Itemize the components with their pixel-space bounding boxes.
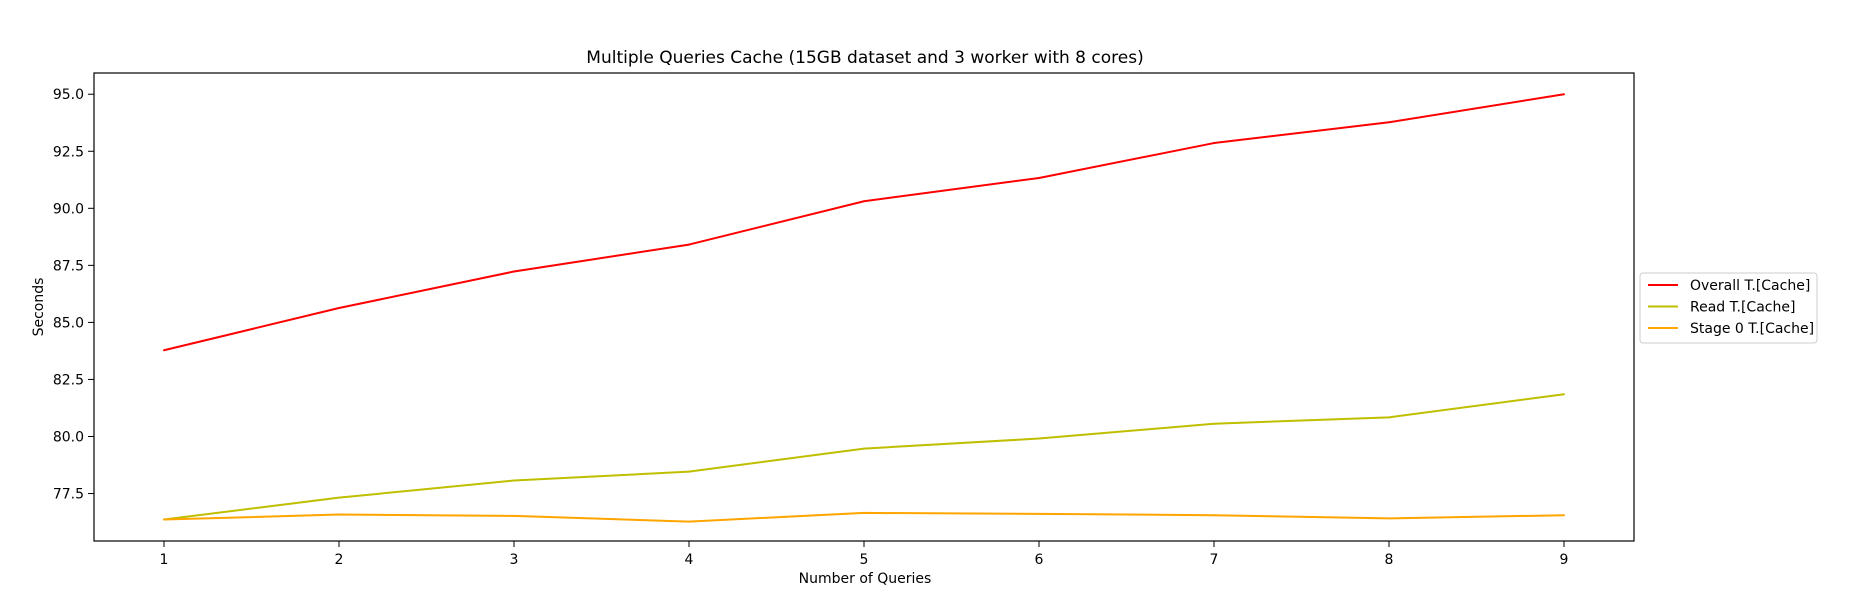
plot-area-frame (93, 72, 1635, 542)
data-point (688, 470, 690, 473)
data-point (1563, 393, 1565, 396)
data-point (513, 270, 515, 273)
y-tick-label: 87.5 (53, 258, 84, 274)
data-point (1563, 93, 1565, 96)
data-point (863, 511, 865, 514)
data-point (1388, 121, 1390, 124)
data-point (1038, 437, 1040, 440)
data-point (1038, 512, 1040, 515)
chart-title: Multiple Queries Cache (15GB dataset and… (586, 48, 1143, 68)
legend-frame (1639, 272, 1818, 344)
data-point (1038, 176, 1040, 179)
data-point (1388, 416, 1390, 419)
data-point (1388, 517, 1390, 520)
legend-label: Overall T.[Cache] (1690, 278, 1810, 294)
data-point (1213, 142, 1215, 145)
x-tick-label: 3 (510, 552, 519, 568)
x-tick-label: 4 (685, 552, 694, 568)
data-point (338, 307, 340, 310)
data-point (338, 496, 340, 499)
data-point (163, 518, 165, 521)
data-point (688, 520, 690, 523)
x-tick-label: 6 (1035, 552, 1044, 568)
data-point (1563, 514, 1565, 517)
data-point (163, 349, 165, 352)
data-point (338, 513, 340, 516)
data-point (863, 200, 865, 203)
series-line-1 (163, 93, 1565, 352)
series-line-3 (163, 511, 1565, 523)
x-tick-label: 7 (1210, 552, 1219, 568)
data-point (513, 514, 515, 517)
series-lines (163, 93, 1565, 523)
y-tick-label: 85.0 (53, 315, 84, 331)
data-point (1213, 514, 1215, 517)
data-point (1213, 422, 1215, 425)
legend-label: Stage 0 T.[Cache] (1690, 321, 1814, 337)
x-tick-label: 9 (1560, 552, 1569, 568)
x-axis-label: Number of Queries (799, 571, 932, 587)
y-tick-label: 80.0 (53, 429, 84, 445)
data-point (863, 447, 865, 450)
x-tick-label: 8 (1385, 552, 1394, 568)
data-point (513, 479, 515, 482)
y-tick-label: 92.5 (53, 144, 84, 160)
y-axis-label: Seconds (31, 278, 47, 337)
legend: Overall T.[Cache] Read T.[Cache] Stage 0 T… (1639, 272, 1818, 344)
legend-label: Read T.[Cache] (1690, 300, 1795, 316)
x-tick-label: 1 (160, 552, 169, 568)
x-tick-label: 5 (860, 552, 869, 568)
x-tick-label: 2 (335, 552, 344, 568)
data-point (688, 243, 690, 246)
y-tick-label: 82.5 (53, 372, 84, 388)
y-tick-label: 77.5 (53, 487, 84, 503)
y-tick-label: 95.0 (53, 87, 84, 103)
axes: 1 2 3 4 5 6 7 8 9 77.5 80.0 82.5 85.0 87.5 90.0 92.5 95.… (53, 87, 1569, 568)
series-line-2 (163, 393, 1565, 521)
y-tick-label: 90.0 (53, 201, 84, 217)
